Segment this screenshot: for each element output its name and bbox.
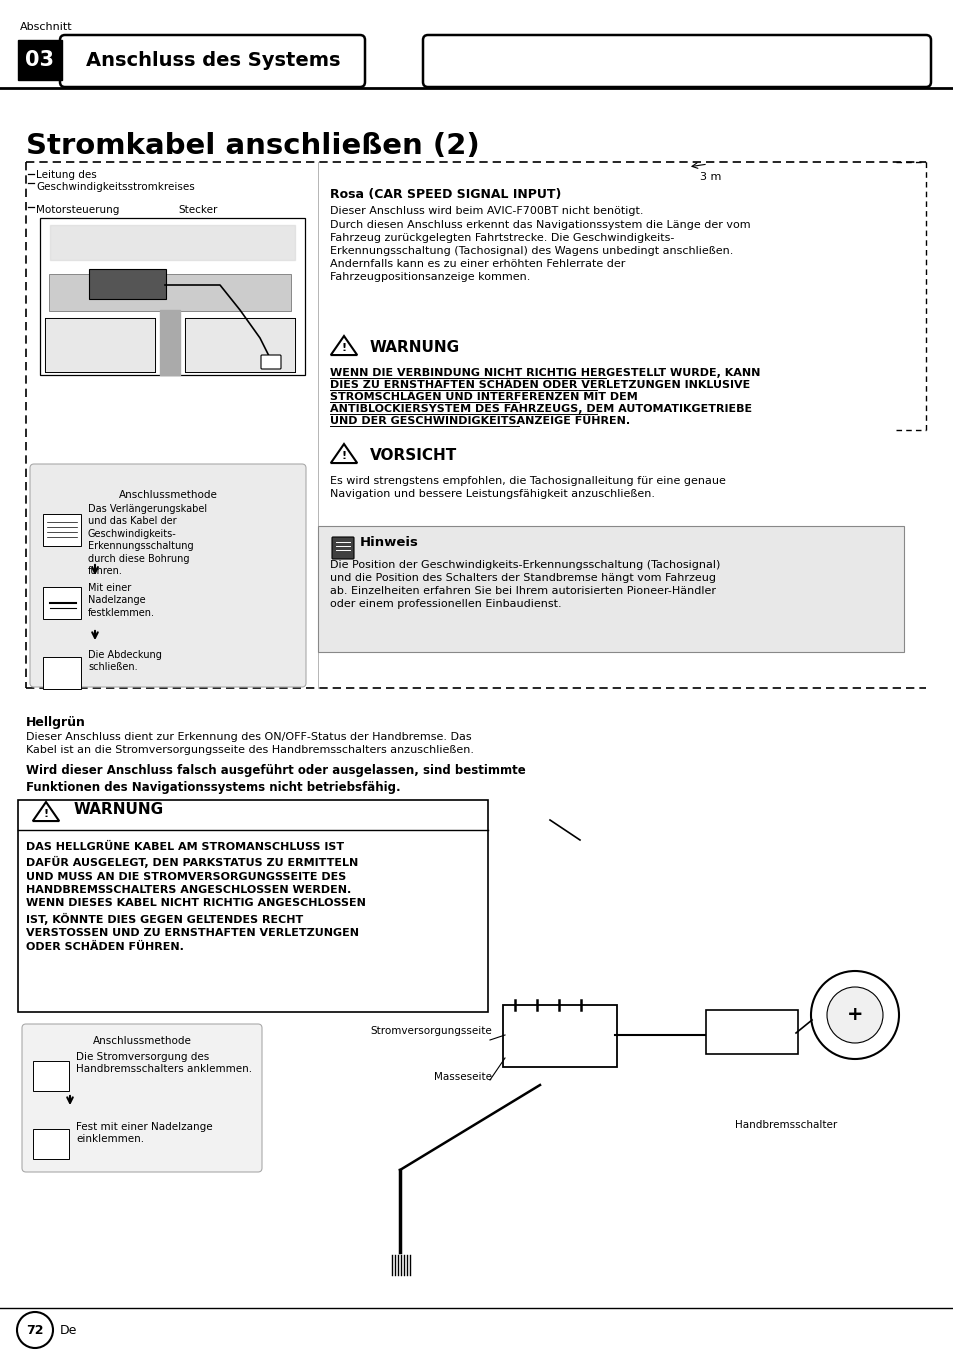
Text: Hinweis: Hinweis	[359, 535, 418, 549]
Text: Handbremsschalter: Handbremsschalter	[734, 1119, 837, 1130]
Text: Dieser Anschluss dient zur Erkennung des ON/OFF-Status der Handbremse. Das
Kabel: Dieser Anschluss dient zur Erkennung des…	[26, 731, 474, 754]
Text: +: +	[846, 1006, 862, 1025]
FancyBboxPatch shape	[33, 1129, 69, 1159]
Circle shape	[826, 987, 882, 1042]
FancyBboxPatch shape	[18, 41, 62, 80]
Text: 3 m: 3 m	[700, 172, 720, 183]
Polygon shape	[331, 337, 356, 356]
Text: ANTIBLOCKIERSYSTEM DES FAHRZEUGS, DEM AUTOMATIKGETRIEBE: ANTIBLOCKIERSYSTEM DES FAHRZEUGS, DEM AU…	[330, 404, 751, 414]
Text: Die Stromversorgung des
Handbremsschalters anklemmen.: Die Stromversorgung des Handbremsschalte…	[76, 1052, 252, 1075]
Text: 72: 72	[27, 1324, 44, 1337]
Text: De: De	[60, 1324, 77, 1337]
FancyBboxPatch shape	[89, 269, 166, 299]
Text: Leitung des
Geschwindigkeitsstromkreises: Leitung des Geschwindigkeitsstromkreises	[36, 170, 194, 192]
FancyBboxPatch shape	[43, 657, 81, 690]
Text: Masseseite: Masseseite	[434, 1072, 492, 1082]
FancyBboxPatch shape	[18, 800, 488, 1013]
Text: Wird dieser Anschluss falsch ausgeführt oder ausgelassen, sind bestimmte
Funktio: Wird dieser Anschluss falsch ausgeführt …	[26, 764, 525, 794]
Polygon shape	[32, 802, 59, 821]
Text: Motorsteuerung: Motorsteuerung	[36, 206, 119, 215]
Text: !: !	[341, 343, 346, 353]
Text: Es wird strengstens empfohlen, die Tachosignalleitung für eine genaue
Navigation: Es wird strengstens empfohlen, die Tacho…	[330, 476, 725, 499]
Text: Anschlussmethode: Anschlussmethode	[92, 1036, 192, 1046]
FancyBboxPatch shape	[33, 1061, 69, 1091]
Text: Stecker: Stecker	[178, 206, 217, 215]
Text: Stromversorgungsseite: Stromversorgungsseite	[370, 1026, 492, 1036]
Text: Mit einer
Nadelzange
festklemmen.: Mit einer Nadelzange festklemmen.	[88, 583, 154, 618]
FancyBboxPatch shape	[422, 35, 930, 87]
Text: Abschnitt: Abschnitt	[20, 22, 72, 32]
FancyBboxPatch shape	[332, 537, 354, 558]
FancyBboxPatch shape	[502, 1005, 617, 1067]
Text: WARNUNG: WARNUNG	[370, 339, 459, 356]
Text: Das Verlängerungskabel
und das Kabel der
Geschwindigkeits-
Erkennungsschaltung
d: Das Verlängerungskabel und das Kabel der…	[88, 504, 207, 576]
Text: 03: 03	[26, 50, 54, 70]
FancyBboxPatch shape	[22, 1023, 262, 1172]
Text: !: !	[341, 452, 346, 461]
FancyBboxPatch shape	[43, 514, 81, 546]
Text: Stromkabel anschließen (2): Stromkabel anschließen (2)	[26, 132, 479, 160]
Text: Anschlussmethode: Anschlussmethode	[118, 489, 217, 500]
Circle shape	[17, 1311, 53, 1348]
Text: Fest mit einer Nadelzange
einklemmen.: Fest mit einer Nadelzange einklemmen.	[76, 1122, 213, 1144]
Text: Die Position der Geschwindigkeits-Erkennungsschaltung (Tachosignal)
und die Posi: Die Position der Geschwindigkeits-Erkenn…	[330, 560, 720, 610]
FancyBboxPatch shape	[705, 1010, 797, 1055]
Text: WARNUNG: WARNUNG	[74, 802, 164, 817]
Text: Die Abdeckung
schließen.: Die Abdeckung schließen.	[88, 650, 162, 672]
Text: Rosa (CAR SPEED SIGNAL INPUT): Rosa (CAR SPEED SIGNAL INPUT)	[330, 188, 560, 201]
Polygon shape	[331, 443, 356, 462]
FancyBboxPatch shape	[30, 464, 306, 687]
FancyBboxPatch shape	[43, 587, 81, 619]
FancyBboxPatch shape	[49, 274, 291, 311]
Text: !: !	[44, 810, 49, 819]
FancyBboxPatch shape	[317, 526, 903, 652]
Text: VORSICHT: VORSICHT	[370, 448, 456, 462]
Text: WENN DIE VERBINDUNG NICHT RICHTIG HERGESTELLT WURDE, KANN: WENN DIE VERBINDUNG NICHT RICHTIG HERGES…	[330, 368, 760, 379]
Text: Dieser Anschluss wird beim AVIC-F700BT nicht benötigt.: Dieser Anschluss wird beim AVIC-F700BT n…	[330, 206, 643, 216]
Text: Hellgrün: Hellgrün	[26, 717, 86, 729]
Text: DAS HELLGRÜNE KABEL AM STROMANSCHLUSS IST
DAFÜR AUSGELEGT, DEN PARKSTATUS ZU ERM: DAS HELLGRÜNE KABEL AM STROMANSCHLUSS IS…	[26, 842, 366, 952]
Text: Anschluss des Systems: Anschluss des Systems	[86, 51, 340, 70]
Text: UND DER GESCHWINDIGKEITSANZEIGE FÜHREN.: UND DER GESCHWINDIGKEITSANZEIGE FÜHREN.	[330, 416, 630, 426]
Circle shape	[810, 971, 898, 1059]
Text: Durch diesen Anschluss erkennt das Navigationssystem die Länge der vom
Fahrzeug : Durch diesen Anschluss erkennt das Navig…	[330, 220, 750, 283]
FancyBboxPatch shape	[261, 356, 281, 369]
FancyBboxPatch shape	[60, 35, 365, 87]
Text: DIES ZU ERNSTHAFTEN SCHÄDEN ODER VERLETZUNGEN INKLUSIVE: DIES ZU ERNSTHAFTEN SCHÄDEN ODER VERLETZ…	[330, 380, 749, 391]
Text: STROMSCHLÄGEN UND INTERFERENZEN MIT DEM: STROMSCHLÄGEN UND INTERFERENZEN MIT DEM	[330, 392, 638, 402]
